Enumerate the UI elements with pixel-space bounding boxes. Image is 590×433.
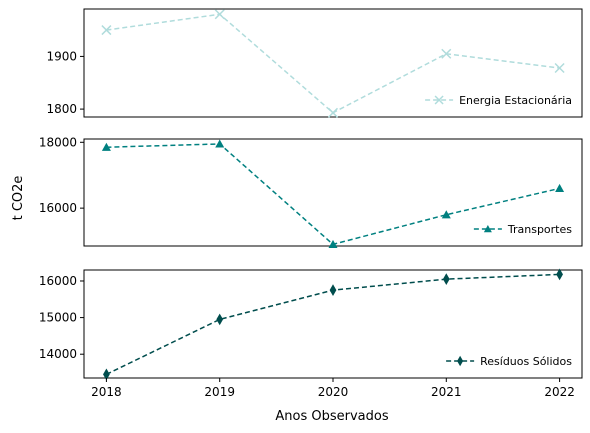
panel-3-legend-label: Resíduos Sólidos (480, 355, 572, 368)
xtick-label-2019: 2019 (204, 385, 235, 399)
xtick-label-2020: 2020 (318, 385, 349, 399)
panel-1-point-2019 (214, 9, 225, 20)
panel-1-ytick-label-0: 1800 (46, 102, 77, 116)
panel-2-point-2022 (555, 183, 565, 192)
panel-1-point-2019-stroke-b (214, 9, 225, 20)
panel-2-point-2018 (101, 142, 111, 151)
panel-1-point-2018 (101, 25, 112, 36)
panel-3-point-2019 (216, 313, 224, 326)
panel-2-point-2021 (441, 210, 451, 219)
panel-3-legend-marker (457, 355, 464, 367)
panel-2-ytick-label-0: 16000 (39, 201, 77, 215)
x-axis-label: Anos Observados (275, 409, 388, 424)
panel-3-ytick-label-1: 15000 (39, 311, 77, 325)
panel-3-ytick-label-2: 16000 (39, 274, 77, 288)
panel-2-point-2019 (215, 139, 225, 148)
y-axis-label: t CO2e (11, 176, 26, 221)
panel-1-ytick-label-1: 1900 (46, 49, 77, 63)
panel-1-legend-label: Energia Estacionária (459, 94, 572, 107)
panel-1-point-2018-stroke-b (101, 25, 112, 36)
panel-2-ytick-label-1: 18000 (39, 135, 77, 149)
panel-1-point-2021 (441, 48, 452, 59)
panel-1-point-2020 (327, 107, 339, 118)
xtick-label-2022: 2022 (544, 385, 575, 399)
panel-3-point-2018 (103, 368, 110, 381)
panel-1-legend-marker-stroke-b (434, 95, 444, 105)
panel-1-point-2022 (554, 62, 565, 74)
panel-1-legend-marker (434, 95, 444, 105)
panel-1-point-2020-stroke-b (327, 107, 339, 118)
panel-3-point-2021 (442, 273, 450, 286)
panel-3-point-2022 (556, 268, 563, 281)
panel-1-point-2022-stroke-b (554, 62, 565, 74)
panel-1-frame (83, 8, 583, 118)
panel-3-ytick-label-0: 14000 (39, 347, 77, 361)
xtick-label-2018: 2018 (91, 385, 122, 399)
panel-3-point-2020 (329, 284, 337, 296)
panel-2-legend-label: Transportes (507, 223, 572, 236)
xtick-label-2021: 2021 (431, 385, 462, 399)
panel-1-point-2021-stroke-b (441, 48, 452, 59)
panel-2-legend-marker (483, 225, 492, 233)
panel-2-point-2020 (328, 239, 338, 248)
